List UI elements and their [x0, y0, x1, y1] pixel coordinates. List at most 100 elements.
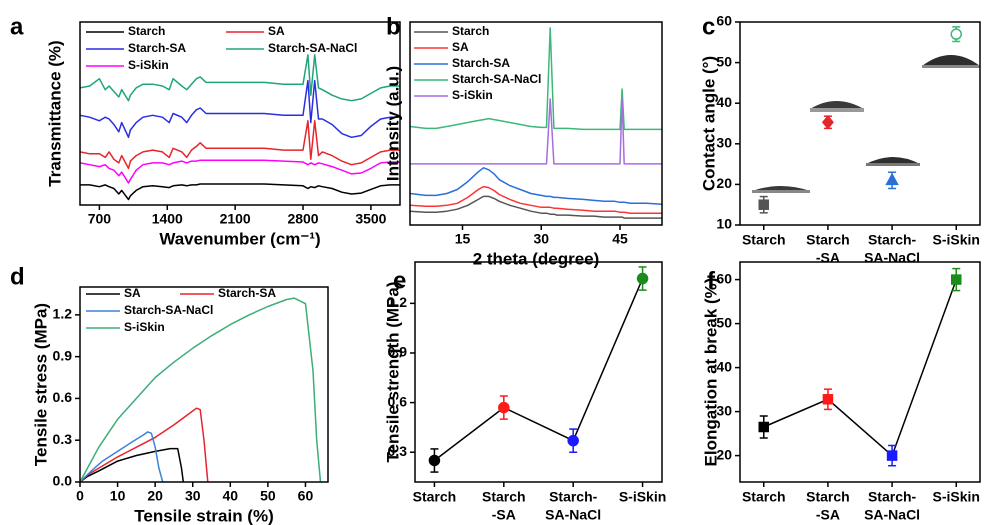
legend-label: Starch-SA-NaCl — [452, 72, 541, 86]
y-axis-title: Tensile strength (MPa) — [383, 281, 402, 462]
y-tick-label: 0.6 — [53, 389, 73, 405]
droplet-images — [752, 55, 980, 193]
legend-label: Starch-SA-NaCl — [124, 303, 213, 317]
y-tick-label: 0.3 — [388, 443, 408, 459]
y-tick-label: 50 — [716, 53, 732, 69]
x-category-label: Starch- — [549, 489, 598, 505]
x-category-label: Starch — [806, 489, 850, 505]
x-category-label: -SA — [492, 507, 516, 523]
series-line — [79, 159, 400, 184]
droplet-image — [922, 65, 980, 68]
y-axis-title: Elongation at break (%) — [701, 278, 720, 467]
legend-label: Starch-SA — [218, 286, 276, 300]
panel-label: c — [702, 13, 715, 40]
y-tick-label: 40 — [716, 358, 732, 374]
y-tick-label: 1.2 — [388, 294, 408, 310]
x-tick-label: 2100 — [220, 211, 251, 227]
x-category-label: Starch — [742, 232, 786, 248]
x-tick-label: 15 — [455, 231, 471, 247]
plot-frame — [79, 286, 329, 483]
x-tick-label: 60 — [298, 488, 314, 504]
y-tick-label: 40 — [716, 94, 732, 110]
data-point — [428, 454, 441, 467]
y-tick-label: 60 — [716, 13, 732, 29]
y-tick-label: 0.6 — [388, 393, 408, 409]
x-category-label: SA-NaCl — [864, 507, 920, 523]
y-tick-label: 20 — [716, 175, 732, 191]
x-category-label: S-iSkin — [933, 489, 980, 505]
x-tick-label: 2800 — [287, 211, 318, 227]
x-tick-label: 50 — [260, 488, 276, 504]
x-category-label: S-iSkin — [619, 489, 666, 505]
legend-label: S-iSkin — [124, 320, 165, 334]
droplet-image — [922, 55, 980, 66]
plot-frame — [739, 261, 981, 483]
droplet-image — [752, 190, 810, 193]
connect-line — [433, 278, 644, 462]
series-line — [409, 185, 662, 214]
x-category-label: Starch- — [868, 489, 917, 505]
x-category-label: -SA — [816, 507, 840, 523]
plot-frame — [739, 21, 981, 226]
data-point — [822, 394, 834, 405]
data-point — [758, 199, 769, 210]
plot-frame — [414, 261, 663, 483]
legend-label: S-iSkin — [452, 88, 493, 102]
data-point — [567, 434, 579, 447]
x-tick-label: 30 — [185, 488, 201, 504]
x-category-label: Starch- — [868, 232, 917, 248]
x-category-label: Starch — [413, 489, 457, 505]
y-tick-label: 0.0 — [53, 473, 73, 489]
legend-label: Starch-SA — [128, 41, 186, 55]
x-tick-label: 40 — [223, 488, 239, 504]
x-tick-label: 20 — [147, 488, 163, 504]
series-line — [79, 431, 164, 483]
x-category-label: Starch — [806, 232, 850, 248]
series-line — [80, 183, 400, 201]
droplet-image — [866, 157, 920, 164]
panel-label: f — [707, 267, 716, 294]
series-line — [79, 407, 209, 483]
x-axis-title: 2 theta (degree) — [473, 249, 600, 268]
y-axis-title: Transmittance (%) — [45, 40, 64, 186]
x-tick-label: 700 — [88, 211, 112, 227]
series-line — [409, 195, 662, 219]
x-axis-title: Tensile strain (%) — [134, 506, 274, 525]
legend-label: SA — [268, 24, 285, 38]
data-point — [821, 115, 834, 130]
y-axis-title: Contact angle (°) — [699, 56, 718, 191]
plot-frame — [409, 21, 663, 226]
y-tick-label: 30 — [716, 402, 732, 418]
x-axis-title: Wavenumber (cm⁻¹) — [159, 229, 320, 248]
x-tick-label: 30 — [533, 231, 549, 247]
y-tick-label: 50 — [716, 314, 732, 330]
y-tick-label: 60 — [716, 270, 732, 286]
y-tick-label: 0.9 — [388, 344, 408, 360]
series-line — [409, 27, 662, 131]
legend-label: Starch-SA-NaCl — [268, 41, 357, 55]
series-line — [79, 120, 400, 170]
x-category-label: S-iSkin — [933, 232, 980, 248]
legend-label: SA — [124, 286, 141, 300]
panel-label: b — [386, 13, 401, 40]
x-category-label: -SA — [816, 250, 840, 266]
data-point — [498, 401, 510, 414]
x-tick-label: 0 — [76, 488, 84, 504]
panel-label: e — [393, 267, 406, 294]
series-line — [79, 79, 400, 139]
x-category-label: Starch — [482, 489, 526, 505]
x-tick-label: 3500 — [355, 211, 386, 227]
y-tick-label: 20 — [716, 446, 732, 462]
legend-label: Starch — [128, 24, 165, 38]
connect-line — [763, 279, 958, 457]
series-line — [409, 167, 663, 206]
y-tick-label: 10 — [716, 216, 732, 232]
series-line — [79, 297, 322, 483]
x-category-label: SA-NaCl — [864, 250, 920, 266]
panel-label: a — [10, 13, 24, 40]
data-point — [758, 421, 769, 433]
y-axis-title: Tensile stress (MPa) — [31, 303, 50, 466]
legend-label: SA — [452, 40, 469, 54]
droplet-image — [810, 108, 864, 112]
